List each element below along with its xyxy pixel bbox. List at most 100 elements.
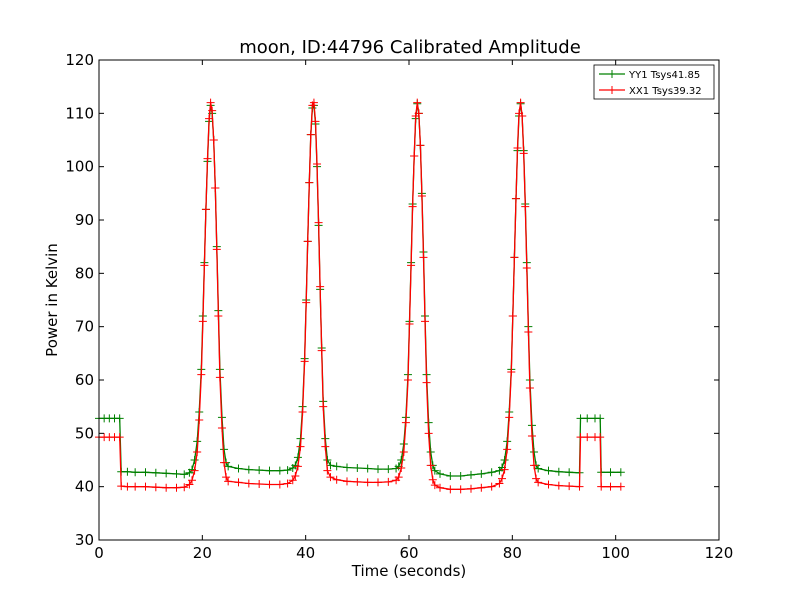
data-point-marker (283, 466, 292, 475)
data-point-marker (527, 432, 536, 440)
data-point-marker (583, 414, 592, 423)
data-point-marker (151, 483, 160, 492)
x-tick-label: 40 (296, 544, 315, 562)
data-point-marker (311, 117, 320, 126)
y-tick-label: 70 (75, 318, 94, 336)
y-tick-label: 40 (75, 478, 94, 496)
data-point-marker (209, 136, 218, 144)
data-point-marker (293, 453, 302, 462)
data-point-marker (190, 456, 199, 464)
data-point-marker (180, 483, 189, 492)
data-point-marker (115, 414, 124, 423)
data-point-marker (424, 429, 433, 438)
data-point-marker (291, 472, 300, 480)
data-point-marker (407, 261, 416, 270)
data-point-marker (414, 109, 423, 118)
data-point-marker (606, 482, 615, 491)
data-point-marker (244, 465, 253, 474)
data-point-marker (296, 442, 305, 451)
data-point-marker (123, 467, 132, 476)
data-point-marker (519, 149, 528, 158)
data-point-marker (616, 468, 625, 477)
data-point-marker (193, 448, 202, 456)
data-point-marker (131, 482, 140, 491)
data-point-marker (530, 461, 539, 470)
data-point-marker (522, 264, 531, 272)
data-point-marker (417, 192, 426, 200)
data-point-marker (446, 472, 455, 480)
data-point-marker (374, 465, 382, 474)
data-point-marker (399, 448, 408, 456)
y-tick-label: 110 (65, 104, 94, 122)
data-point-marker (220, 458, 229, 467)
y-tick-label: 80 (75, 264, 94, 282)
data-point-marker (255, 480, 264, 488)
data-point-marker (505, 413, 514, 422)
x-tick-label: 60 (399, 544, 418, 562)
data-point-marker (530, 448, 539, 456)
data-point-marker (616, 482, 625, 491)
data-point-marker (305, 178, 314, 187)
data-point-marker (596, 433, 605, 442)
data-point-marker (326, 461, 335, 470)
data-point-marker (426, 448, 435, 456)
x-tick-label: 80 (503, 544, 522, 562)
data-point-marker (426, 461, 435, 470)
data-point-marker (410, 152, 419, 160)
data-point-marker (532, 474, 541, 483)
data-point-marker (576, 433, 585, 442)
data-point-marker (446, 485, 455, 494)
data-point-marker (565, 482, 574, 491)
data-point-marker (421, 317, 430, 326)
data-point-marker (190, 466, 199, 475)
data-point-marker (255, 466, 264, 475)
data-point-marker (314, 218, 323, 227)
data-point-marker (456, 472, 465, 480)
data-point-marker (265, 466, 274, 475)
x-tick-label: 20 (193, 544, 212, 562)
data-point-marker (477, 483, 486, 492)
data-point-marker (317, 346, 326, 355)
data-point-marker (265, 480, 274, 489)
data-point-marker (224, 477, 233, 486)
x-tick-label: 0 (94, 544, 104, 562)
data-point-marker (534, 478, 543, 487)
data-point-marker (298, 408, 307, 416)
data-point-marker (363, 464, 372, 473)
legend-marker (608, 70, 616, 78)
data-point-marker (141, 468, 150, 477)
data-point-marker (498, 474, 506, 483)
data-point-marker (518, 112, 527, 120)
data-point-marker (554, 481, 563, 490)
data-point-marker (394, 473, 403, 482)
axis-ticks: 0 20 40 60 80 100 120 30 40 50 60 70 80 90 100 110 120 (65, 51, 733, 562)
data-point-marker (244, 479, 253, 488)
data-point-marker (332, 475, 341, 484)
data-point-marker (275, 466, 284, 475)
x-tick-label: 120 (705, 544, 734, 562)
data-point-marker (456, 485, 465, 494)
data-point-marker (212, 245, 221, 254)
data-point-marker (234, 478, 243, 487)
data-point-marker (222, 473, 231, 482)
data-point-marker (521, 202, 530, 211)
data-point-marker (215, 373, 224, 382)
data-point-marker (353, 477, 362, 486)
legend-label: XX1 Tsys39.32 (629, 86, 702, 97)
data-point-marker (309, 98, 318, 107)
legend-label: YY1 Tsys41.85 (628, 70, 700, 81)
legend: YY1 Tsys41.85 XX1 Tsys39.32 (593, 64, 715, 100)
data-point-marker (508, 312, 517, 320)
data-point-marker (487, 482, 496, 491)
data-point-marker (405, 320, 414, 328)
data-point-marker (224, 462, 233, 471)
data-point-marker (436, 469, 444, 478)
data-point-marker (200, 261, 209, 270)
data-point-marker (206, 98, 215, 107)
legend-box (593, 64, 715, 100)
data-point-marker (534, 464, 543, 473)
data-point-marker (384, 477, 393, 486)
data-point-marker (500, 456, 509, 464)
